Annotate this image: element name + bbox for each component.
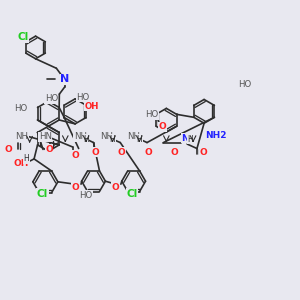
Text: NH: NH	[15, 132, 28, 141]
Text: Cl: Cl	[127, 189, 138, 199]
Text: HO: HO	[145, 110, 158, 119]
Text: O: O	[45, 145, 53, 154]
Text: H: H	[136, 134, 142, 143]
Text: O: O	[71, 183, 79, 192]
Text: N: N	[60, 74, 69, 84]
Text: NH2: NH2	[205, 131, 226, 140]
Text: O: O	[159, 122, 167, 131]
Text: NH: NH	[127, 132, 140, 141]
Text: H: H	[83, 134, 89, 143]
Text: HO: HO	[14, 104, 27, 113]
Text: HO: HO	[45, 94, 58, 103]
Text: Cl: Cl	[17, 32, 28, 42]
Text: H: H	[110, 134, 116, 143]
Text: O: O	[118, 148, 126, 157]
Text: HO: HO	[80, 191, 93, 200]
Text: O: O	[199, 148, 207, 158]
Text: O: O	[71, 151, 79, 160]
Text: OH: OH	[85, 102, 99, 111]
Text: HN: HN	[39, 132, 52, 141]
Text: H: H	[23, 154, 29, 164]
Text: O: O	[145, 148, 152, 157]
Text: N: N	[181, 134, 189, 142]
Text: O: O	[112, 183, 120, 192]
Text: OH: OH	[14, 159, 29, 168]
Text: Cl: Cl	[37, 189, 48, 199]
Text: O: O	[91, 148, 99, 157]
Text: NH: NH	[74, 132, 87, 141]
Text: O: O	[170, 148, 178, 157]
Text: NH: NH	[100, 132, 113, 141]
Text: O: O	[5, 145, 13, 154]
Text: HO: HO	[238, 80, 252, 88]
Text: H: H	[187, 134, 193, 143]
Text: HO: HO	[76, 93, 90, 102]
